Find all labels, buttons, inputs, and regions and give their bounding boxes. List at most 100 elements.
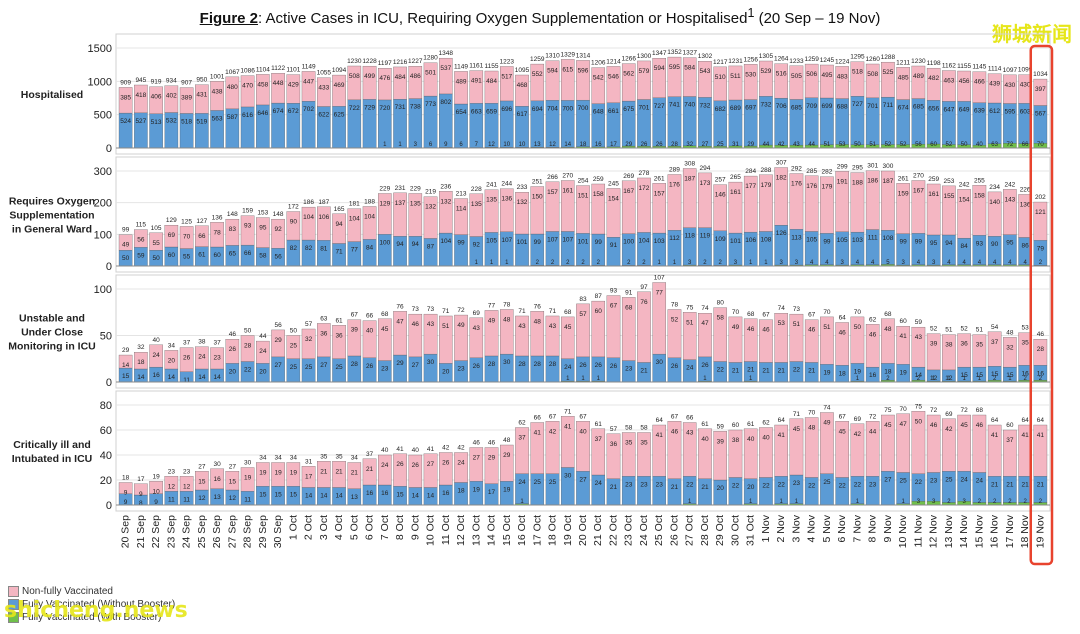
segment-label: 740 bbox=[684, 102, 695, 109]
segment-label: 82 bbox=[290, 245, 298, 252]
total-label: 64 bbox=[991, 417, 999, 424]
segment-label: 53 bbox=[839, 142, 846, 148]
segment-label: 50 bbox=[854, 324, 862, 331]
total-label: 229 bbox=[379, 185, 390, 192]
panel-frame bbox=[115, 274, 1051, 389]
panel-frame bbox=[115, 33, 1051, 155]
segment-label: 17 bbox=[488, 489, 496, 496]
bar-segment bbox=[362, 458, 377, 486]
bar-segment bbox=[713, 66, 727, 102]
segment-label: 22 bbox=[686, 481, 694, 488]
segment-label: 476 bbox=[379, 75, 390, 82]
y-tick-label: 50 bbox=[100, 331, 112, 343]
segment-label: 682 bbox=[715, 106, 726, 113]
total-label: 61 bbox=[701, 421, 709, 428]
segment-label: 40 bbox=[701, 436, 709, 443]
bar-segment bbox=[515, 74, 529, 107]
total-label: 253 bbox=[943, 178, 954, 185]
x-tick-label: 10 Oct bbox=[425, 515, 437, 546]
bar-segment bbox=[362, 239, 377, 267]
bar-segment bbox=[439, 57, 453, 95]
segment-label: 2 bbox=[978, 499, 982, 505]
segment-label: 23 bbox=[457, 366, 465, 373]
bar-segment bbox=[195, 471, 209, 491]
y-tick-label: 0 bbox=[106, 261, 112, 273]
segment-label: 191 bbox=[837, 178, 848, 185]
segment-label: 77 bbox=[656, 289, 664, 296]
segment-label: 24 bbox=[457, 460, 465, 467]
segment-label: 11 bbox=[183, 496, 190, 503]
brand-watermark: shicheng.news bbox=[4, 598, 188, 623]
bar-segment bbox=[393, 311, 407, 356]
total-label: 68 bbox=[564, 309, 572, 316]
segment-label: 40 bbox=[579, 428, 587, 435]
segment-label: 24 bbox=[976, 478, 984, 485]
segment-label: 140 bbox=[989, 199, 1000, 206]
bar-segment bbox=[210, 347, 224, 370]
bar-segment bbox=[271, 218, 285, 249]
segment-label: 13 bbox=[534, 142, 541, 148]
bar-segment bbox=[179, 226, 194, 249]
bar-segment bbox=[728, 316, 743, 363]
total-label: 270 bbox=[913, 173, 924, 180]
bar-segment bbox=[743, 428, 758, 479]
bar-segment bbox=[347, 355, 362, 383]
bar-segment bbox=[576, 185, 590, 234]
bar-segment bbox=[850, 61, 865, 97]
bar-segment bbox=[362, 65, 377, 100]
segment-label: 704 bbox=[547, 105, 558, 112]
segment-label: 702 bbox=[303, 106, 314, 113]
segment-label: 37 bbox=[595, 436, 603, 443]
bar-segment bbox=[378, 68, 392, 101]
bar-segment bbox=[576, 421, 590, 472]
total-label: 1327 bbox=[682, 50, 697, 57]
panel-frame bbox=[115, 156, 1051, 273]
segment-label: 27 bbox=[412, 362, 420, 369]
y-tick-label: 40 bbox=[100, 450, 112, 462]
total-label: 186 bbox=[303, 199, 314, 206]
x-tick-label: 20 Sep bbox=[120, 515, 132, 548]
x-tick-label: 27 Sep bbox=[226, 515, 238, 548]
bar-segment bbox=[347, 462, 362, 489]
total-label: 300 bbox=[882, 163, 893, 170]
segment-label: 104 bbox=[303, 214, 314, 221]
total-label: 74 bbox=[823, 405, 831, 412]
total-label: 1231 bbox=[728, 58, 743, 65]
segment-label: 186 bbox=[867, 178, 878, 185]
bar-segment bbox=[484, 70, 499, 104]
segment-label: 46 bbox=[930, 422, 938, 429]
total-label: 1211 bbox=[896, 59, 910, 66]
segment-label: 729 bbox=[364, 104, 375, 111]
segment-label: 112 bbox=[669, 235, 680, 242]
segment-label: 15 bbox=[396, 491, 404, 498]
segment-label: 16 bbox=[1022, 370, 1030, 377]
segment-label: 66 bbox=[1022, 142, 1029, 148]
segment-label: 86 bbox=[1022, 243, 1030, 250]
segment-label: 525 bbox=[882, 69, 893, 76]
segment-label: 24 bbox=[595, 480, 603, 487]
segment-label: 595 bbox=[1004, 109, 1015, 116]
segment-label: 4 bbox=[947, 260, 951, 266]
segment-label: 26 bbox=[412, 462, 420, 469]
bar-segment bbox=[134, 483, 148, 496]
segment-label: 469 bbox=[334, 82, 345, 89]
total-label: 58 bbox=[625, 425, 633, 432]
segment-label: 50 bbox=[961, 142, 968, 148]
segment-label: 25 bbox=[717, 142, 724, 148]
bar-segment bbox=[515, 427, 529, 474]
segment-label: 402 bbox=[166, 93, 177, 100]
segment-label: 485 bbox=[898, 74, 909, 81]
bar-segment bbox=[454, 71, 468, 105]
segment-label: 28 bbox=[351, 361, 359, 368]
segment-label: 94 bbox=[335, 221, 343, 228]
segment-label: 76 bbox=[640, 299, 648, 306]
bar-segment bbox=[896, 413, 910, 473]
segment-label: 2 bbox=[551, 260, 555, 266]
bar-segment bbox=[667, 478, 682, 506]
segment-label: 21 bbox=[320, 468, 328, 475]
segment-label: 685 bbox=[791, 104, 802, 111]
bar-segment bbox=[317, 461, 331, 488]
segment-label: 94 bbox=[396, 241, 404, 248]
segment-label: 28 bbox=[1037, 346, 1045, 353]
bar-segment bbox=[789, 313, 804, 362]
